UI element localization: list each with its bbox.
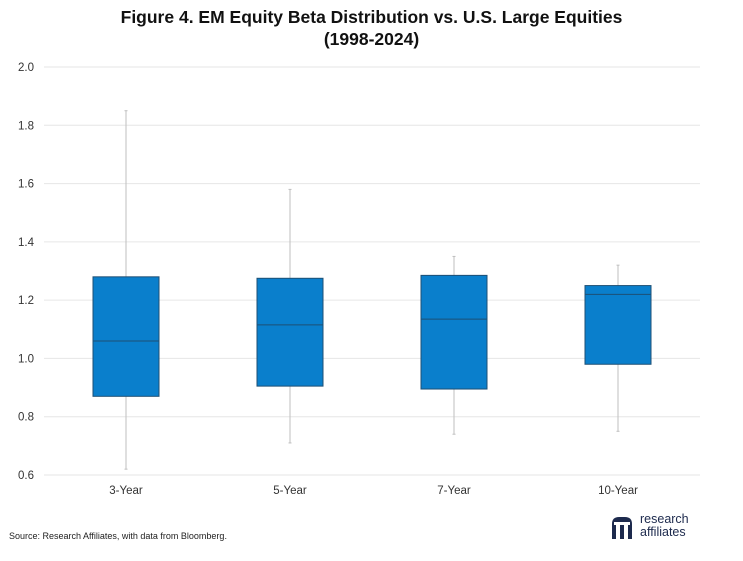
logo-mark-icon	[612, 517, 632, 539]
chart-title: Figure 4. EM Equity Beta Distribution vs…	[0, 6, 743, 50]
source-note: Source: Research Affiliates, with data f…	[9, 531, 227, 541]
chart-title-line-1: Figure 4. EM Equity Beta Distribution vs…	[120, 7, 623, 27]
logo-text-line-2: affiliates	[640, 525, 686, 539]
y-tick-label: 1.2	[18, 295, 34, 307]
y-tick-label: 1.8	[18, 120, 34, 132]
y-tick-label: 1.0	[18, 353, 34, 365]
logo-text-line-1: research	[640, 512, 689, 526]
y-tick-label: 0.8	[18, 412, 34, 424]
x-category-label: 10-Year	[598, 485, 638, 497]
box-iqr	[256, 277, 324, 387]
x-category-label: 7-Year	[437, 485, 471, 497]
box-iqr	[420, 274, 488, 390]
y-tick-label: 1.6	[18, 179, 34, 191]
x-category-label: 3-Year	[109, 485, 143, 497]
logo-wordmark: research affiliates	[640, 513, 689, 539]
y-tick-label: 1.4	[18, 237, 35, 249]
research-affiliates-logo: research affiliates	[608, 513, 726, 541]
y-tick-label: 2.0	[18, 62, 34, 74]
box-iqr	[584, 285, 652, 365]
y-tick-label: 0.6	[18, 470, 34, 482]
box-iqr	[92, 276, 160, 397]
chart-title-line-2: (1998-2024)	[323, 29, 420, 49]
x-category-label: 5-Year	[273, 485, 307, 497]
